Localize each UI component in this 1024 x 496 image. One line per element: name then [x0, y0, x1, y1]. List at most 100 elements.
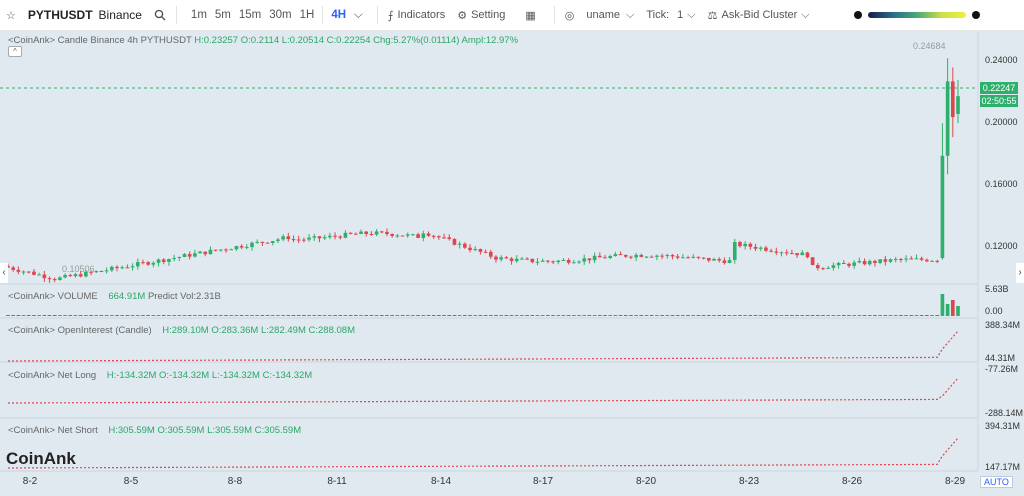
volume-bar: [618, 315, 623, 316]
x-axis-label: 8-20: [635, 476, 657, 487]
candle-body: [582, 258, 587, 262]
candle-body: [52, 279, 57, 281]
candle-body: [416, 234, 420, 238]
netlong-tick: -288.14M: [985, 408, 1024, 418]
candle-body: [862, 261, 867, 265]
candle-body: [146, 262, 150, 265]
candle-body: [577, 261, 581, 263]
volume-bar: [374, 315, 379, 316]
candle-body: [270, 241, 275, 243]
price-tick: 0.16000: [985, 179, 1018, 189]
eye-icon[interactable]: ◎: [564, 9, 575, 22]
candle-body: [717, 258, 722, 261]
volume-bar: [608, 315, 613, 316]
heatmap-range-slider[interactable]: [816, 0, 980, 31]
search-icon[interactable]: [148, 0, 172, 31]
candle-body: [328, 235, 332, 238]
oi-tick: 44.31M: [985, 353, 1016, 363]
candle-amplitude: Ampl:12.97%: [461, 35, 519, 46]
volume-bar: [296, 315, 301, 316]
candle-body: [514, 258, 519, 262]
candle-body: [686, 257, 690, 259]
volume-bar: [317, 315, 322, 316]
chevron-down-icon[interactable]: ⌵: [354, 8, 363, 21]
timeframe-15m[interactable]: 15m: [238, 9, 262, 21]
collapse-legend-button[interactable]: ^: [8, 46, 22, 57]
volume-bar: [841, 315, 846, 316]
symbol-selector[interactable]: PYTHUSDT Binance: [22, 0, 148, 31]
volume-bar: [364, 315, 369, 316]
volume-bar: [712, 315, 716, 316]
timeframe-4h[interactable]: 4H: [331, 9, 347, 21]
candle-body: [89, 271, 93, 273]
candle-body: [764, 247, 768, 251]
volume-bar: [203, 315, 208, 316]
candle-body: [712, 258, 716, 261]
candle-body: [437, 236, 441, 238]
tick-selector[interactable]: Tick: 1 ⌵: [640, 0, 701, 31]
volume-bar: [950, 300, 955, 316]
volume-bar: [229, 315, 234, 316]
volume-bar: [551, 315, 555, 316]
candle-countdown: 02:50:55: [980, 95, 1018, 107]
timeframe-group: 1m 5m 15m 30m 1H 4H ⌵: [181, 0, 373, 31]
timeframe-30m[interactable]: 30m: [269, 9, 292, 21]
candle-body: [468, 247, 472, 251]
candle-body: [463, 243, 467, 248]
slider-handle-left[interactable]: [853, 11, 862, 19]
netlong-line: [8, 377, 959, 404]
volume-bar: [213, 315, 218, 316]
user-selector[interactable]: uname ⌵: [580, 0, 640, 31]
volume-bar: [520, 315, 524, 316]
timeframe-1h[interactable]: 1H: [299, 9, 315, 21]
candle-body: [379, 231, 384, 233]
volume-bar: [613, 315, 618, 316]
auto-scale-button[interactable]: AUTO: [980, 476, 1013, 488]
candle-body: [203, 251, 208, 255]
current-price-tag: 0.22247: [980, 82, 1018, 94]
candle-body: [457, 243, 462, 245]
favorite-star-icon[interactable]: ☆: [6, 9, 16, 22]
oi-pane-legend: <CoinAnk> OpenInterest (Candle) H:289.10…: [8, 325, 355, 336]
volume-bar: [42, 315, 47, 316]
candle-body: [904, 258, 908, 260]
volume-bar: [831, 315, 836, 316]
layout-grid-icon[interactable]: ▦: [525, 9, 536, 22]
timeframe-5m[interactable]: 5m: [214, 9, 231, 21]
price-tick: 0.24000: [985, 55, 1018, 65]
volume-bar: [956, 306, 960, 316]
timeframe-1m[interactable]: 1m: [190, 9, 207, 21]
candle-body: [634, 254, 638, 258]
candle-body: [857, 261, 862, 263]
candle-body: [291, 239, 296, 241]
candle-body: [878, 259, 882, 263]
volume-bar: [660, 315, 664, 316]
candle-body: [950, 81, 955, 118]
candle-body: [125, 267, 130, 269]
volume-bar: [177, 315, 182, 316]
tick-value: 1: [677, 9, 684, 21]
candle-body: [535, 261, 540, 263]
cluster-selector[interactable]: ⚖ Ask-Bid Cluster ⌵: [702, 0, 816, 31]
volume-bar: [821, 315, 825, 316]
volume-bar: [11, 315, 16, 316]
candle-body: [930, 260, 934, 262]
chevron-left-icon[interactable]: ‹: [0, 263, 8, 283]
indicators-button[interactable]: ⨍ Indicators: [382, 0, 451, 31]
candle-body: [888, 259, 893, 262]
candle-body: [338, 236, 343, 238]
candle-body: [551, 261, 555, 263]
candle-body: [58, 277, 62, 281]
volume-bar: [852, 315, 856, 316]
slider-handle-right[interactable]: [971, 11, 980, 19]
chart-canvas[interactable]: [0, 31, 1024, 496]
candle-body: [343, 232, 348, 238]
chevron-right-icon[interactable]: ›: [1016, 263, 1024, 283]
candle-body: [63, 275, 67, 278]
setting-button[interactable]: ⚙ Setting: [451, 0, 511, 31]
volume-bar: [447, 315, 452, 316]
volume-bar: [753, 315, 758, 316]
chart-area[interactable]: <CoinAnk> Candle Binance 4h PYTHUSDT H:0…: [0, 31, 1024, 496]
divider: [376, 6, 378, 24]
volume-value: 664.91M: [108, 291, 146, 302]
